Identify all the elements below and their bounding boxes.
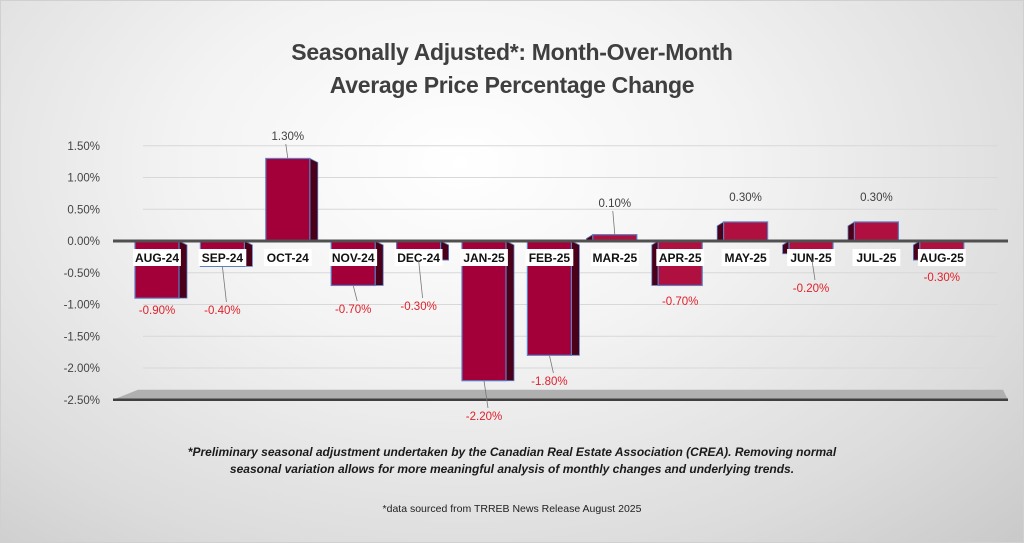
data-label: -0.30% bbox=[924, 272, 960, 284]
bars bbox=[134, 157, 965, 382]
x-tick-label: FEB-25 bbox=[529, 251, 571, 265]
x-tick-label: JUN-25 bbox=[790, 251, 832, 265]
x-label-bg bbox=[656, 249, 705, 266]
leader-line bbox=[612, 210, 616, 235]
y-tick-label: 1.00% bbox=[67, 173, 100, 185]
y-tick-label: 1.50% bbox=[67, 141, 100, 153]
data-label: 0.10% bbox=[598, 198, 631, 210]
data-label: 0.30% bbox=[729, 192, 762, 204]
x-label-bg bbox=[525, 249, 574, 266]
floor-surface bbox=[113, 389, 1008, 400]
y-tick-label: -1.50% bbox=[64, 331, 100, 343]
y-tick-label: -0.50% bbox=[64, 268, 100, 280]
leader-line bbox=[285, 143, 289, 159]
data-label: 0.30% bbox=[860, 192, 893, 204]
leader-line bbox=[418, 260, 423, 299]
leader-line bbox=[483, 380, 489, 409]
y-tick-label: 0.50% bbox=[67, 204, 100, 216]
footnote-line-2: seasonal variation allows for more meani… bbox=[229, 462, 795, 476]
bar-front-face bbox=[853, 221, 900, 242]
x-label-bg bbox=[460, 249, 508, 266]
data-label: -0.90% bbox=[139, 305, 175, 317]
x-tick-label: NOV-24 bbox=[332, 251, 375, 265]
x-label-bg bbox=[917, 249, 966, 266]
x-tick-label: JAN-25 bbox=[463, 251, 505, 265]
footnote-line-1: *Preliminary seasonal adjustment underta… bbox=[187, 445, 837, 459]
source-note: *data sourced from TRREB News Release Au… bbox=[382, 503, 642, 515]
data-label: -0.70% bbox=[662, 296, 698, 308]
chart-title-line-1: Seasonally Adjusted*: Month-Over-Month bbox=[291, 39, 733, 65]
x-tick-label: SEP-24 bbox=[202, 251, 244, 265]
x-tick-label: OCT-24 bbox=[267, 251, 309, 265]
x-label-bg bbox=[329, 249, 378, 266]
data-label: -0.20% bbox=[793, 283, 829, 295]
chart-floor bbox=[113, 389, 1008, 401]
x-tick-label: AUG-24 bbox=[135, 251, 179, 265]
bar-side-face bbox=[309, 157, 319, 242]
leader-line bbox=[810, 253, 816, 281]
data-label: 1.30% bbox=[271, 131, 304, 143]
leader-line bbox=[222, 266, 227, 303]
x-tick-label: MAR-25 bbox=[592, 251, 637, 265]
x-label-bg bbox=[721, 249, 770, 266]
x-label-bg bbox=[394, 249, 443, 266]
x-tick-label: DEC-24 bbox=[397, 251, 440, 265]
bar-oct-24 bbox=[265, 157, 319, 242]
x-label-bg bbox=[263, 249, 312, 266]
x-label-bg bbox=[198, 249, 247, 266]
x-label-bg bbox=[133, 249, 181, 266]
bar-front-face bbox=[265, 157, 311, 242]
bar-front-face bbox=[722, 221, 769, 242]
y-tick-label: -1.00% bbox=[64, 300, 100, 312]
y-axis-ticks: 1.50% 1.00% 0.50% 0.00% -0.50% -1.00% -1.50% -2… bbox=[64, 141, 100, 407]
y-tick-label: -2.00% bbox=[64, 363, 100, 375]
bar-jul-25 bbox=[847, 221, 900, 242]
x-tick-label: MAY-25 bbox=[724, 251, 767, 265]
data-label: -0.40% bbox=[204, 305, 240, 317]
y-tick-label: -2.50% bbox=[64, 395, 100, 407]
y-tick-label: 0.00% bbox=[67, 236, 100, 248]
x-label-bg bbox=[590, 249, 639, 266]
leader-line bbox=[352, 285, 358, 302]
x-label-bg bbox=[852, 249, 901, 266]
x-tick-label: JUL-25 bbox=[856, 251, 896, 265]
x-axis-labels: AUG-24 SEP-24 OCT-24 NOV-24 DEC-24 JAN-25 FEB-… bbox=[133, 249, 966, 266]
data-label: -0.70% bbox=[335, 304, 371, 316]
bar-side-face bbox=[847, 221, 855, 242]
data-label: -0.30% bbox=[400, 301, 436, 313]
leader-line bbox=[549, 355, 554, 374]
x-label-bg bbox=[787, 249, 835, 266]
x-tick-label: APR-25 bbox=[659, 251, 702, 265]
chart-title-line-2: Average Price Percentage Change bbox=[329, 72, 695, 98]
x-tick-label: AUG-25 bbox=[920, 251, 964, 265]
bar-may-25 bbox=[716, 221, 769, 242]
data-labels: -0.90% -0.40% 1.30% -0.70% -0.30% -2.20% -1.80… bbox=[139, 131, 960, 423]
data-label: -1.80% bbox=[531, 376, 567, 388]
data-label: -2.20% bbox=[466, 411, 502, 423]
bar-side-face bbox=[716, 221, 724, 242]
